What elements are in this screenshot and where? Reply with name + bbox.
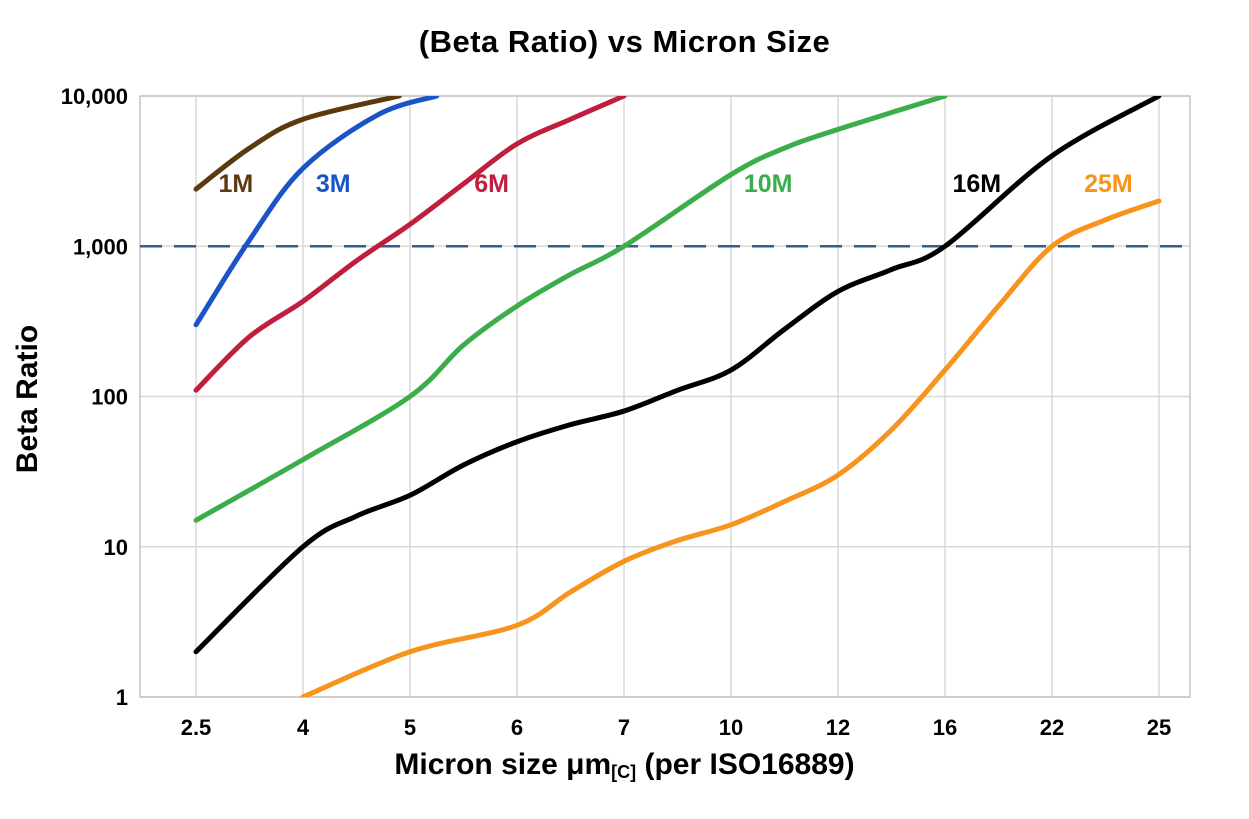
x-tick-label: 4 (297, 715, 310, 740)
x-tick-label: 25 (1147, 715, 1171, 740)
series-curve-6M (193, 96, 627, 393)
x-axis-label: Micron size μm[C] (per ISO16889) (0, 748, 1249, 782)
x-axis-label-suffix: (per ISO16889) (636, 748, 855, 781)
x-tick-label: 12 (826, 715, 850, 740)
x-tick-label: 7 (618, 715, 630, 740)
chart-title: (Beta Ratio) vs Micron Size (418, 24, 831, 59)
plot-border (139, 95, 1191, 698)
y-tick-label: 100 (91, 385, 128, 410)
series-curve-16M (193, 96, 1162, 655)
series-curve-1M (193, 96, 402, 192)
x-tick-label: 5 (404, 715, 416, 740)
series-curve-3M (193, 96, 440, 328)
x-tick-label: 10 (719, 715, 743, 740)
curve-label-1M: 1M (218, 170, 253, 198)
y-tick-label: 1 (116, 685, 128, 710)
x-tick-label: 16 (933, 715, 957, 740)
curve-label-10M: 10M (744, 170, 793, 198)
y-tick-label: 1,000 (73, 234, 128, 259)
x-tick-label: 6 (511, 715, 523, 740)
x-axis-label-subscript: [C] (611, 761, 637, 782)
x-tick-label: 2.5 (181, 715, 212, 740)
y-tick-label: 10 (104, 535, 128, 560)
y-tick-label: 10,000 (61, 84, 128, 109)
curve-label-6M: 6M (474, 170, 509, 198)
curve-label-16M: 16M (952, 170, 1001, 198)
series-curve-10M (193, 96, 948, 523)
curve-label-3M: 3M (316, 170, 351, 198)
series-curve-25M (300, 198, 1162, 697)
x-tick-label: 22 (1040, 715, 1064, 740)
curve-label-25M: 25M (1084, 170, 1133, 198)
x-axis-label-text: Micron size μm (394, 748, 612, 781)
